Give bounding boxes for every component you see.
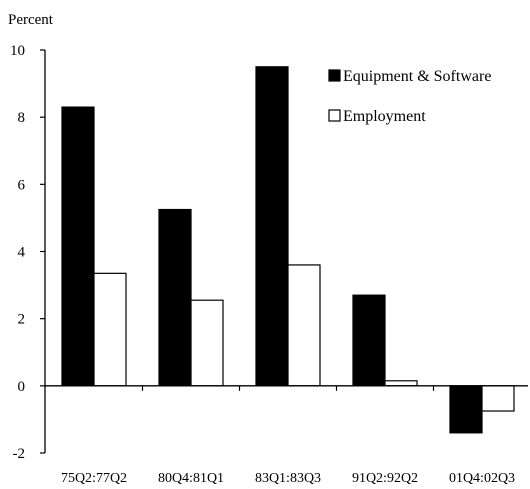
bar-employment xyxy=(384,380,418,387)
y-tick-label: 0 xyxy=(18,379,26,395)
y-axis-ticks: -2 0 2 4 6 8 10 xyxy=(10,43,45,462)
bar-equipment-software xyxy=(352,294,386,387)
legend-label-employment: Employment xyxy=(343,108,426,125)
legend-swatch-employment xyxy=(328,109,341,122)
bar-employment xyxy=(481,385,515,412)
x-axis-ticks xyxy=(141,385,435,391)
y-tick-label: -2 xyxy=(13,446,26,462)
y-tick-label: 2 xyxy=(18,312,26,328)
legend: Equipment & Software Employment xyxy=(328,68,491,125)
legend-label-equipment-software: Equipment & Software xyxy=(343,68,491,85)
bar-equipment-software xyxy=(255,66,289,387)
x-category-label: 75Q2:77Q2 xyxy=(61,471,127,486)
bar-equipment-software xyxy=(449,385,483,434)
x-category-label: 01Q4:02Q3 xyxy=(449,471,515,486)
bar-employment xyxy=(287,264,321,387)
bar-employment xyxy=(93,272,127,387)
y-tick-label: 10 xyxy=(10,43,25,59)
x-category-label: 80Q4:81Q1 xyxy=(158,471,224,486)
y-tick-label: 6 xyxy=(18,177,26,193)
legend-swatch-equipment-software xyxy=(328,69,341,82)
bars xyxy=(61,66,515,434)
y-tick-label: 4 xyxy=(18,245,26,261)
bar-employment xyxy=(190,299,224,387)
x-category-label: 83Q1:83Q3 xyxy=(255,471,321,486)
y-axis-label: Percent xyxy=(8,12,54,28)
bar-equipment-software xyxy=(61,106,95,387)
x-category-label: 91Q2:92Q2 xyxy=(352,471,418,486)
x-axis-category-labels: 75Q2:77Q2 80Q4:81Q1 83Q1:83Q3 91Q2:92Q2 01Q4… xyxy=(61,471,515,486)
bar-equipment-software xyxy=(158,208,192,387)
y-tick-label: 8 xyxy=(18,110,26,126)
